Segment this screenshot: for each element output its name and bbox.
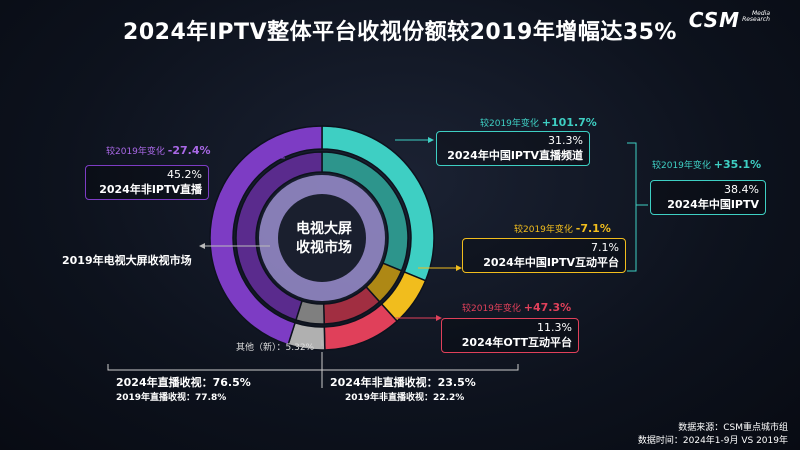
change-ott: 较2019年变化 +47.3% [462, 301, 572, 314]
middle-slice-4 [235, 151, 323, 321]
change-iptv-total: 较2019年变化 +35.1% [652, 158, 762, 171]
arrow-ott [436, 315, 442, 321]
label-nonlive-2024: 2024年非直播收视：23.5% [330, 376, 476, 389]
arrow-market-2019 [199, 243, 205, 249]
label-market-2019: 2019年电视大屏收视市场 [62, 254, 192, 267]
label-iptv-live: 31.3% 2024年中国IPTV直播频道 [436, 131, 590, 166]
arrow-iptv-live [428, 137, 434, 143]
donut-hole [278, 194, 366, 282]
bottom-bracket [107, 364, 519, 371]
outer-ring [209, 125, 435, 351]
label-ott: 11.3% 2024年OTT互动平台 [441, 318, 579, 353]
page-title: 2024年IPTV整体平台收视份额较2019年增幅达35% [123, 20, 677, 45]
inner-ring [259, 175, 385, 301]
label-non-iptv: 45.2% 2024年非IPTV直播 [85, 165, 209, 200]
label-other: 其他（新）：5.32% [236, 343, 315, 353]
outer-slice-4 [209, 125, 323, 346]
label-nonlive-2019: 2019年非直播收视：22.2% [345, 393, 465, 403]
label-live-2024: 2024年直播收视：76.5% [116, 376, 251, 389]
arrow-iptv-interactive [456, 265, 462, 271]
arrow-non-iptv [251, 155, 257, 161]
label-live-2019: 2019年直播收视：77.8% [116, 393, 227, 403]
change-iptv-live: 较2019年变化 +101.7% [480, 116, 597, 129]
center-label: 电视大屏 收视市场 [296, 221, 352, 256]
bracket-iptv [627, 142, 637, 272]
logo-text: CSM [688, 8, 741, 32]
change-iptv-interactive: 较2019年变化 -7.1% [514, 222, 611, 235]
data-source: 数据来源：CSM重点城市组 数据时间：2024年1-9月 VS 2019年 [637, 423, 788, 446]
change-non-iptv: 较2019年变化 -27.4% [106, 144, 211, 157]
csm-logo: CSM Media Research [689, 8, 770, 32]
label-iptv-total: 38.4% 2024年中国IPTV [650, 180, 766, 215]
label-iptv-interactive: 7.1% 2024年中国IPTV互动平台 [462, 238, 626, 273]
logo-subtext: Media Research [742, 10, 770, 23]
